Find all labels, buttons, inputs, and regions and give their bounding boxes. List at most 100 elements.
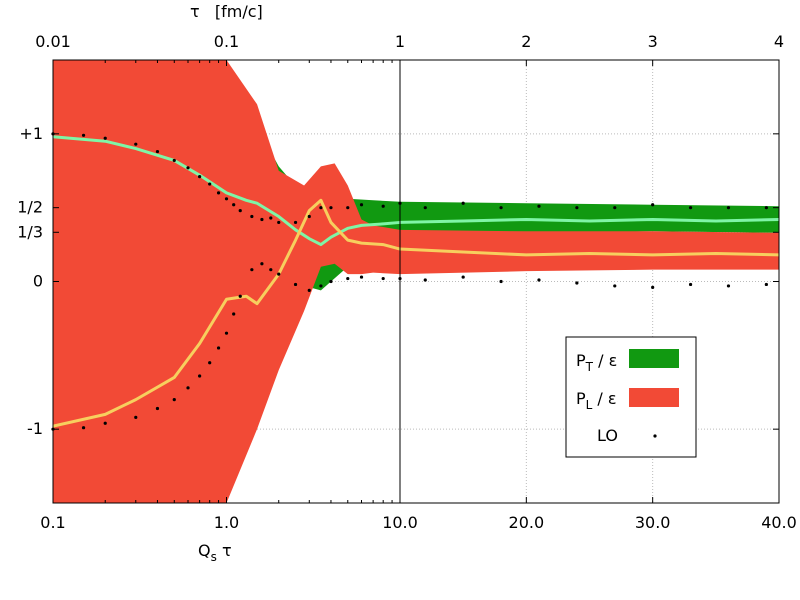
lo-point-upper (359, 203, 364, 207)
lo-point-upper (186, 166, 190, 170)
lo-point-lower (260, 262, 264, 266)
lo-point-upper (537, 204, 541, 208)
lo-point-lower (186, 386, 190, 390)
lo-point-upper (764, 206, 768, 210)
pl-band (53, 60, 779, 503)
tick-marks (52, 60, 780, 503)
tick-labels: 0.1 1.0 10.0 20.0 30.0 40.0 0.01 0.1 1 2 3 4 +1 1/2 1/… (17, 32, 797, 532)
data-bands (53, 60, 779, 503)
lo-point-lower (250, 268, 254, 272)
lo-point-upper (319, 206, 323, 210)
legend-label-pl: PL / ε (576, 389, 617, 412)
lo-point-upper (307, 214, 311, 219)
x-tick-label-top: 3 (648, 32, 658, 51)
lo-point-upper (224, 197, 229, 201)
lo-point-lower (81, 426, 86, 430)
lo-point-upper (172, 158, 176, 163)
lo-point-upper (346, 206, 350, 210)
legend-swatch-lo (653, 434, 657, 438)
lo-point-lower (134, 415, 138, 419)
x-tick-label-bottom: 40.0 (761, 513, 797, 532)
y-tick-label: 1/2 (17, 198, 43, 217)
lo-point-lower (461, 275, 465, 279)
lo-point-upper (329, 206, 333, 210)
data-lines (53, 135, 779, 428)
x-tick-label-bottom: 20.0 (509, 513, 545, 532)
x-tick-label-top: 1 (395, 32, 405, 51)
lo-point-upper (293, 220, 298, 225)
lo-point-upper (277, 220, 281, 225)
lo-point-upper (499, 206, 503, 210)
lo-point-lower (319, 284, 323, 288)
lo-point-upper (238, 209, 242, 213)
lo-point-upper (134, 142, 138, 146)
lo-point-upper (103, 136, 107, 140)
legend-label-pt: PT / ε (576, 351, 617, 374)
lo-point-upper (216, 191, 221, 195)
legend-swatch-pt (629, 349, 679, 368)
x-tick-label-top: 0.01 (35, 32, 71, 51)
lo-point-lower (651, 285, 655, 290)
y-tick-label: 0 (33, 272, 43, 291)
lo-point-upper (232, 203, 236, 207)
pt-mean-line (53, 135, 779, 247)
pl-mean-line (53, 198, 779, 428)
x-tick-label-bottom: 0.1 (40, 513, 65, 532)
legend-swatch-pl (629, 388, 679, 407)
lo-point-lower (293, 282, 298, 287)
lo-point-lower (726, 284, 731, 288)
lo-point-lower (208, 361, 212, 365)
lo-point-lower (307, 288, 311, 292)
lo-point-upper (81, 133, 86, 137)
lo-point-lower (764, 282, 768, 287)
lo-point-lower (103, 421, 107, 425)
lo-point-upper (575, 206, 579, 210)
x-tick-label-bottom: 30.0 (635, 513, 671, 532)
lo-point-upper (250, 214, 254, 219)
lo-point-lower (224, 331, 229, 335)
lo-point-lower (216, 346, 221, 350)
y-tick-label: -1 (27, 419, 43, 438)
x-tick-label-top: 0.1 (214, 32, 239, 51)
lo-dots (51, 132, 768, 431)
y-tick-label: +1 (19, 124, 43, 143)
legend-label-lo: LO (597, 426, 618, 445)
x-tick-label-bottom: 1.0 (214, 513, 239, 532)
lo-point-upper (726, 206, 731, 210)
lo-point-lower (381, 276, 385, 281)
lo-point-upper (260, 217, 264, 222)
lo-point-upper (381, 204, 385, 208)
lo-point-lower (329, 279, 333, 284)
lo-point-lower (575, 281, 579, 285)
x-axis-title-top: τ [fm/c] (190, 2, 263, 21)
lo-point-lower (688, 282, 693, 287)
lo-point-lower (613, 284, 617, 288)
y-tick-label: 1/3 (17, 222, 43, 241)
lo-point-lower (269, 268, 273, 272)
lo-point-upper (423, 206, 427, 210)
legend: PT / ε PL / ε LO (565, 336, 697, 458)
lo-point-upper (461, 201, 465, 205)
x-tick-label-bottom: 10.0 (382, 513, 418, 532)
lo-point-lower (232, 312, 236, 316)
lo-point-upper (208, 182, 212, 186)
lo-point-lower (198, 374, 202, 378)
lo-point-lower (537, 278, 541, 282)
lo-point-upper (155, 149, 160, 154)
lo-point-lower (346, 276, 350, 281)
lo-point-lower (172, 398, 176, 402)
x-tick-label-top: 2 (521, 32, 531, 51)
lo-point-lower (238, 294, 242, 298)
lo-point-upper (613, 206, 617, 210)
lo-point-lower (423, 278, 427, 282)
lo-point-lower (359, 275, 364, 279)
lo-point-lower (499, 279, 503, 284)
lo-point-upper (651, 203, 655, 207)
lo-point-upper (688, 206, 693, 210)
x-axis-title-bottom: Qs τ (198, 541, 232, 564)
lo-point-lower (277, 272, 281, 276)
lo-point-upper (269, 216, 273, 220)
x-tick-label-top: 4 (774, 32, 784, 51)
lo-point-upper (198, 175, 202, 179)
